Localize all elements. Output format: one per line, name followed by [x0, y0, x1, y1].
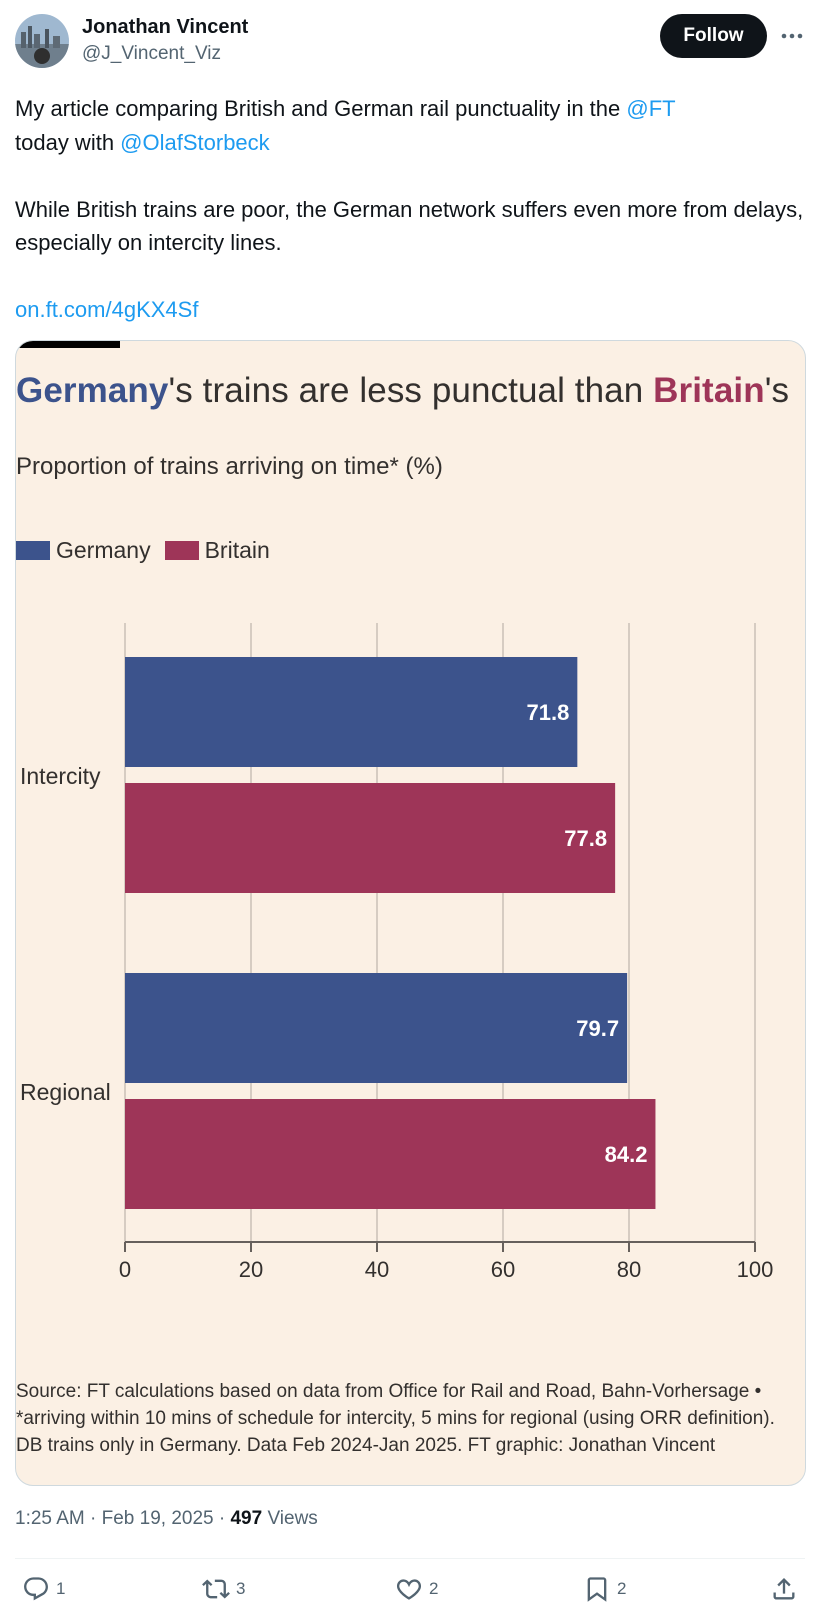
- tweet-text-line2: today with: [15, 129, 121, 155]
- title-end: 's: [764, 371, 790, 410]
- mention-olaf-link[interactable]: @OlafStorbeck: [120, 129, 270, 155]
- like-button[interactable]: 2: [395, 1575, 438, 1603]
- author-name[interactable]: Jonathan Vincent: [82, 16, 249, 38]
- share-button[interactable]: [770, 1575, 798, 1603]
- bookmark-count: 2: [617, 1579, 627, 1598]
- legend-swatch-britain: [164, 541, 199, 560]
- legend-swatch-germany: [16, 541, 50, 560]
- article-link[interactable]: on.ft.com/4gKX4Sf: [15, 297, 199, 322]
- reply-button[interactable]: 1: [22, 1575, 65, 1603]
- bookmark-button[interactable]: 2: [583, 1575, 626, 1603]
- chart-subtitle: Proportion of trains arriving on time* (…: [16, 453, 443, 480]
- more-options-icon[interactable]: [779, 24, 805, 48]
- tweet-header: Jonathan Vincent @J_Vincent_Viz Follow: [15, 14, 805, 70]
- tweet-paragraph-2: While British trains are poor, the Germa…: [15, 196, 804, 256]
- data-label-germany-regional: 79.7: [576, 1016, 619, 1041]
- title-middle: 's trains are less punctual than: [168, 371, 654, 410]
- bar-chart-plot: 0 20 40 60 80 100 Intercity 71.8 77.8 Regional 79.…: [20, 623, 774, 1282]
- repost-button[interactable]: 3: [202, 1575, 245, 1603]
- divider: [15, 1558, 805, 1559]
- bookmark-icon: [587, 1577, 607, 1602]
- chart-title: Germany's trains are less punctual than …: [16, 371, 789, 411]
- title-germany: Germany: [16, 371, 169, 410]
- repost-icon: [202, 1579, 230, 1599]
- avatar[interactable]: [15, 14, 69, 68]
- x-tick-label: 80: [617, 1257, 641, 1282]
- x-tick-label: 0: [119, 1257, 131, 1282]
- share-icon: [773, 1578, 795, 1600]
- author-handle[interactable]: @J_Vincent_Viz: [82, 43, 222, 64]
- data-label-britain-intercity: 77.8: [564, 826, 607, 851]
- repost-count: 3: [236, 1579, 246, 1598]
- bar-germany-regional: [125, 973, 628, 1083]
- data-label-britain-regional: 84.2: [605, 1142, 648, 1167]
- x-tick-label: 40: [365, 1257, 389, 1282]
- legend-item-britain: Britain: [164, 537, 270, 564]
- tweet-date[interactable]: Feb 19, 2025: [101, 1508, 214, 1529]
- category-label-intercity: Intercity: [20, 763, 101, 789]
- legend-label-britain: Britain: [204, 537, 270, 563]
- chart-legend: Germany Britain: [16, 537, 284, 564]
- reply-icon: [24, 1577, 48, 1601]
- views-count: 497: [230, 1508, 263, 1529]
- mention-ft-link[interactable]: @FT: [626, 96, 676, 121]
- views-label: Views: [267, 1508, 318, 1529]
- tweet-actions: 1 3 2 2: [0, 1575, 819, 1611]
- bar-britain-regional: [125, 1099, 656, 1209]
- ft-top-bar: [16, 341, 120, 348]
- like-count: 2: [429, 1579, 439, 1598]
- legend-item-germany: Germany: [16, 537, 151, 564]
- tweet-meta: 1:25 AM · Feb 19, 2025 · 497 Views: [15, 1508, 318, 1529]
- tweet-time[interactable]: 1:25 AM: [15, 1508, 85, 1529]
- legend-label-germany: Germany: [56, 537, 151, 563]
- x-tick-label: 20: [239, 1257, 263, 1282]
- x-tick-label: 100: [737, 1257, 774, 1282]
- follow-button[interactable]: Follow: [660, 14, 767, 58]
- tweet-text-line1: My article comparing British and German …: [15, 96, 627, 121]
- category-label-regional: Regional: [20, 1079, 111, 1105]
- chart-source-note: Source: FT calculations based on data fr…: [16, 1381, 775, 1456]
- x-tick-label: 60: [491, 1257, 515, 1282]
- bar-germany-intercity: [125, 657, 578, 767]
- data-label-germany-intercity: 71.8: [527, 700, 570, 725]
- tweet-text: My article comparing British and German …: [15, 92, 810, 327]
- heart-icon: [396, 1579, 422, 1600]
- bar-britain-intercity: [125, 783, 616, 893]
- reply-count: 1: [56, 1579, 66, 1598]
- chart-image-card[interactable]: Germany's trains are less punctual than …: [15, 340, 806, 1486]
- title-britain: Britain: [653, 371, 765, 410]
